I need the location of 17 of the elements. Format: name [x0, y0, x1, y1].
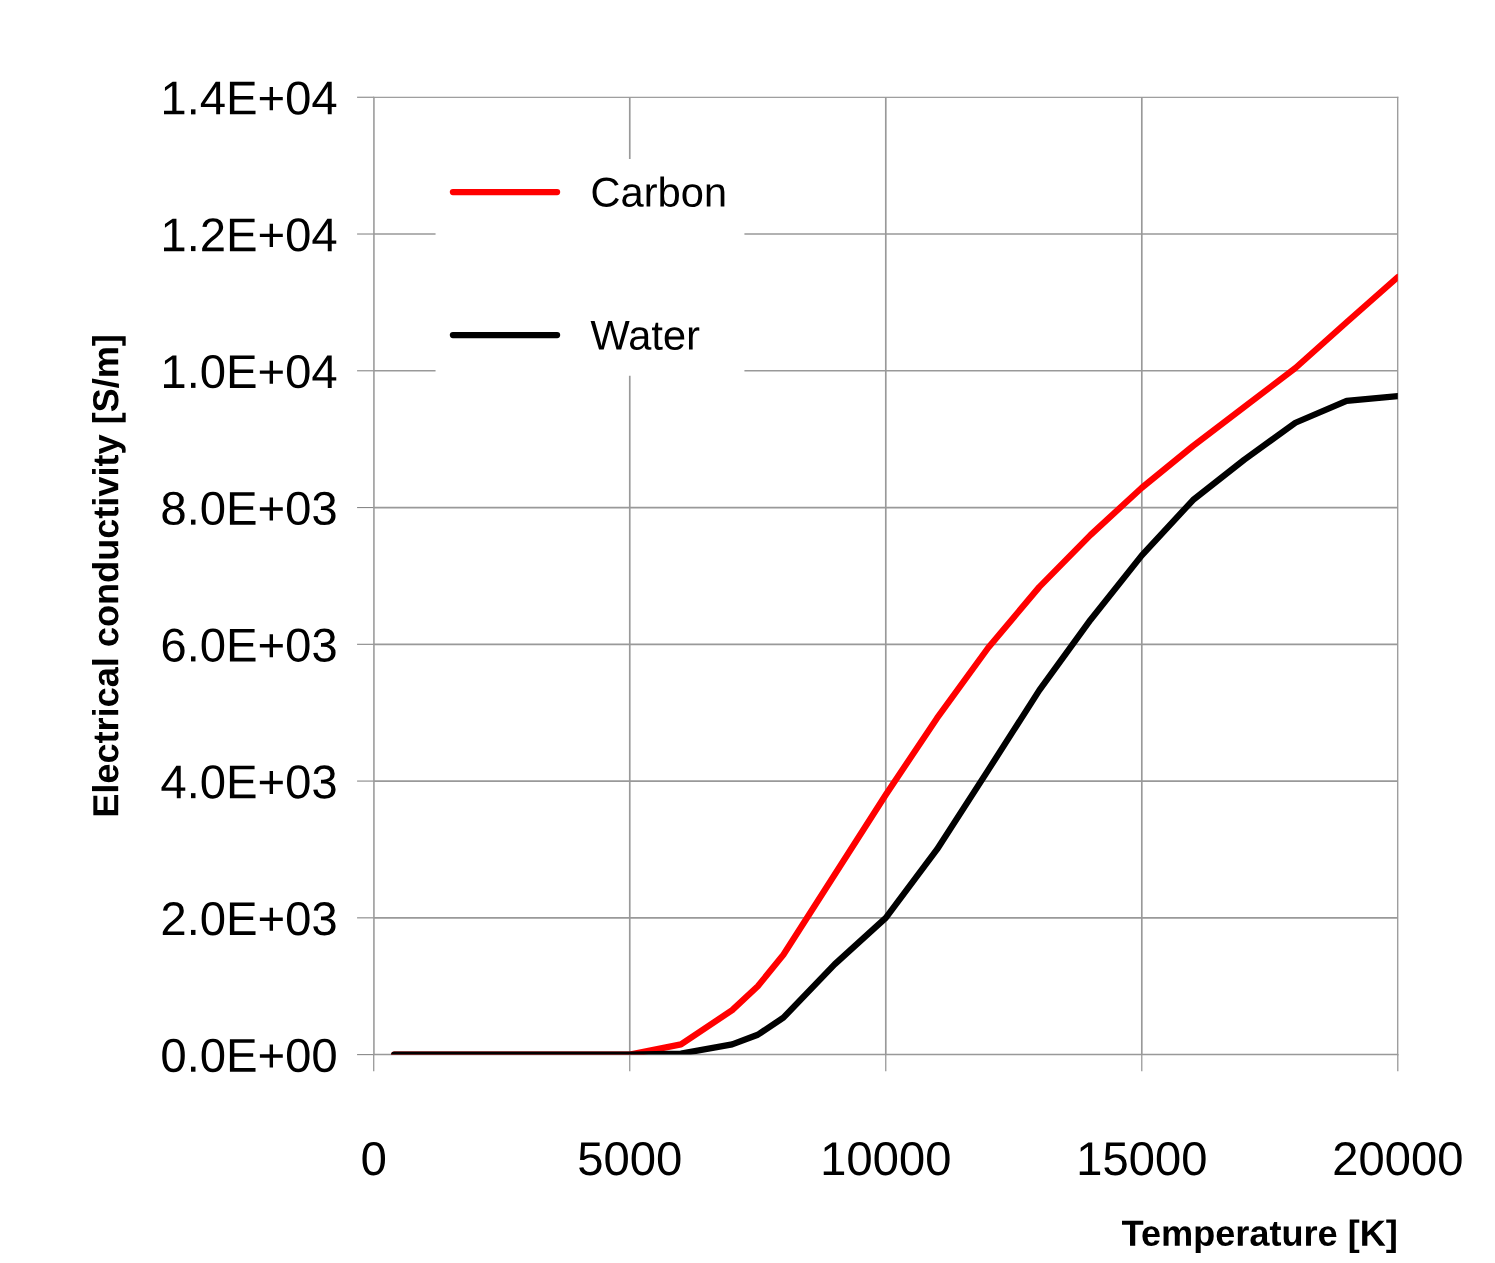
y-tick-label: 6.0E+03 [162, 628, 336, 662]
y-tick-label: 8.0E+03 [162, 491, 336, 526]
x-tick-label: 0 [362, 1141, 386, 1176]
y-tick-label: 1.0E+04 [164, 354, 337, 389]
x-tick-label: 20000 [1334, 1141, 1462, 1176]
x-tick-label: 5000 [579, 1141, 681, 1176]
y-tick-label: 1.2E+04 [164, 218, 337, 252]
x-tick-label: 10000 [823, 1141, 950, 1176]
x-axis-title: Temperature [K] [1122, 1219, 1396, 1254]
legend-label: Carbon [592, 176, 725, 208]
y-tick-label: 2.0E+03 [162, 901, 336, 936]
x-tick-label: 15000 [1079, 1141, 1206, 1176]
y-axis-title: Electrical conductivity [S/m] [92, 336, 126, 816]
y-tick-label: 1.4E+04 [164, 81, 337, 115]
y-tick-label: 0.0E+00 [162, 1038, 336, 1073]
legend-label: Water [590, 320, 700, 351]
y-tick-label: 4.0E+03 [161, 765, 336, 799]
